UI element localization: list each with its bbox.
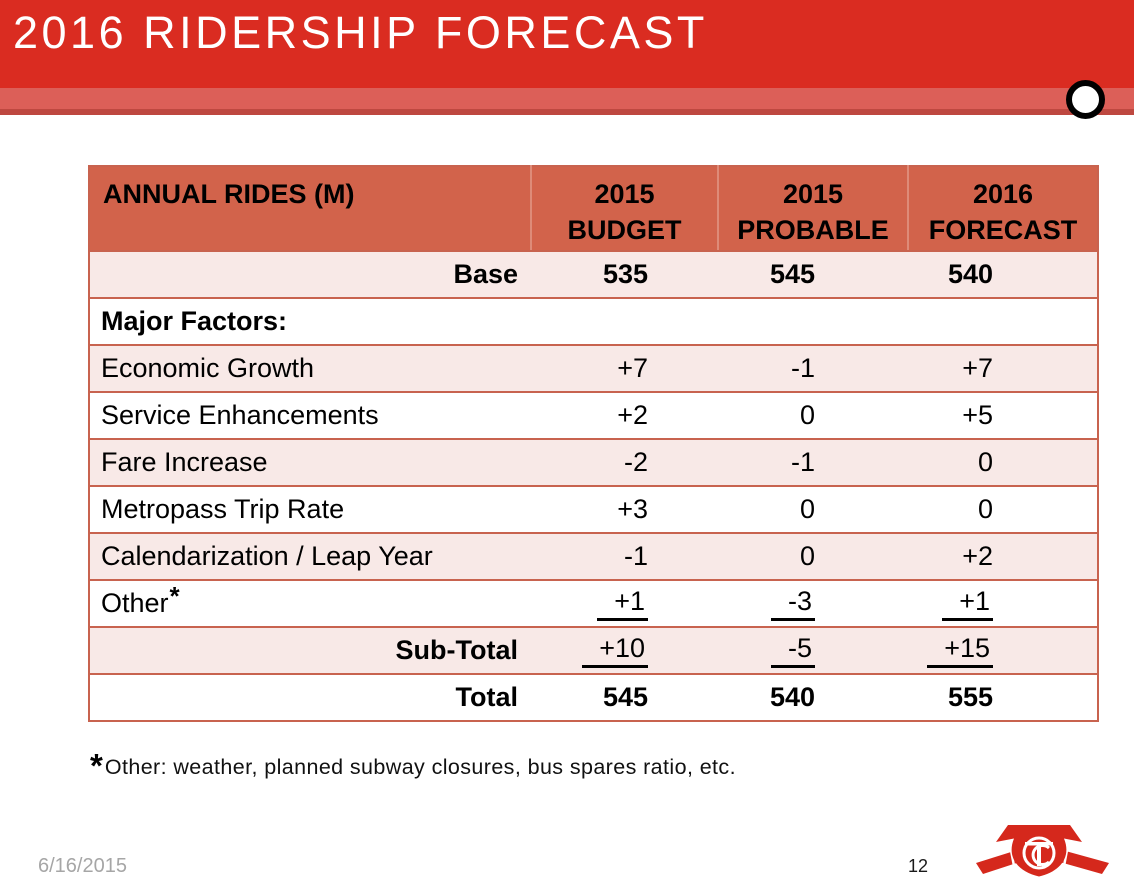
table-row-calendarization: Calendarization / Leap Year -1 0 +2 bbox=[89, 532, 1098, 580]
value-cell: 535 bbox=[531, 250, 718, 298]
header-line: 2016 bbox=[972, 179, 1034, 209]
value-cell: +1 bbox=[531, 579, 718, 627]
value-cell: 0 bbox=[908, 485, 1098, 533]
header-line: PROBABLE bbox=[737, 215, 889, 245]
banner-stripe-light bbox=[0, 88, 1134, 109]
footnote-text: Other: weather, planned subway closures,… bbox=[104, 755, 736, 779]
value-cell bbox=[718, 297, 908, 345]
header-line: FORECAST bbox=[928, 215, 1078, 245]
header-annual-rides: ANNUAL RIDES (M) bbox=[89, 166, 531, 252]
row-label: Total bbox=[89, 673, 531, 721]
footnote: * Other: weather, planned subway closure… bbox=[90, 746, 736, 782]
row-label: Economic Growth bbox=[89, 344, 531, 392]
value-cell: +3 bbox=[531, 485, 718, 533]
annual-rides-table: ANNUAL RIDES (M) 2015 BUDGET 2015 PROBAB… bbox=[88, 165, 1099, 722]
underlined-value: -3 bbox=[770, 586, 815, 621]
row-label: Service Enhancements bbox=[89, 391, 531, 439]
row-label: Other* bbox=[89, 579, 531, 627]
page-number: 12 bbox=[908, 856, 929, 876]
value-cell: +1 bbox=[908, 579, 1098, 627]
value-cell: 545 bbox=[531, 673, 718, 721]
value-cell: 0 bbox=[908, 438, 1098, 486]
header-line: BUDGET bbox=[567, 215, 682, 245]
slide-date: 6/16/2015 bbox=[38, 855, 127, 877]
underlined-value: +15 bbox=[927, 633, 993, 668]
header-2016-forecast: 2016 FORECAST bbox=[907, 166, 1098, 252]
header-2015-probable: 2015 PROBABLE bbox=[717, 166, 908, 252]
value-cell: -1 bbox=[718, 344, 908, 392]
ttc-logo-icon bbox=[976, 825, 1109, 877]
table-row-major-factors: Major Factors: bbox=[89, 297, 1098, 345]
value-cell: -5 bbox=[718, 626, 908, 674]
value-cell: +2 bbox=[908, 532, 1098, 580]
circle-bullet-icon bbox=[1066, 80, 1105, 119]
table-row-fare-increase: Fare Increase -2 -1 0 bbox=[89, 438, 1098, 486]
value-cell: 540 bbox=[908, 250, 1098, 298]
table-row-sub-total: Sub-Total +10 -5 +15 bbox=[89, 626, 1098, 674]
value-cell: -3 bbox=[718, 579, 908, 627]
row-label-text: Other bbox=[101, 588, 169, 618]
value-cell: +15 bbox=[908, 626, 1098, 674]
ridership-table: ANNUAL RIDES (M) 2015 BUDGET 2015 PROBAB… bbox=[88, 165, 1099, 722]
value-cell: -1 bbox=[531, 532, 718, 580]
table-body: Base 535 545 540 Major Factors: Economic… bbox=[89, 250, 1098, 721]
table-row-economic-growth: Economic Growth +7 -1 +7 bbox=[89, 344, 1098, 392]
header-2015-budget: 2015 BUDGET bbox=[530, 166, 718, 252]
table-row-base: Base 535 545 540 bbox=[89, 250, 1098, 298]
underlined-value: -5 bbox=[770, 633, 815, 668]
table-row-other: Other* +1 -3 +1 bbox=[89, 579, 1098, 627]
value-cell: +2 bbox=[531, 391, 718, 439]
row-label: Sub-Total bbox=[89, 626, 531, 674]
row-label: Major Factors: bbox=[89, 297, 531, 345]
footnote-asterisk: * bbox=[90, 747, 103, 784]
value-cell: -1 bbox=[718, 438, 908, 486]
table-row-total: Total 545 540 555 bbox=[89, 673, 1098, 721]
value-cell: 545 bbox=[718, 250, 908, 298]
value-cell: +10 bbox=[531, 626, 718, 674]
value-cell: 0 bbox=[718, 485, 908, 533]
asterisk-marker: * bbox=[169, 581, 180, 611]
value-cell: 555 bbox=[908, 673, 1098, 721]
value-cell: +7 bbox=[908, 344, 1098, 392]
page-title: 2016 RIDERSHIP FORECAST bbox=[13, 7, 708, 58]
row-label: Metropass Trip Rate bbox=[89, 485, 531, 533]
value-cell: +5 bbox=[908, 391, 1098, 439]
value-cell: 0 bbox=[718, 532, 908, 580]
value-cell: -2 bbox=[531, 438, 718, 486]
value-cell bbox=[531, 297, 718, 345]
table-row-metropass-trip-rate: Metropass Trip Rate +3 0 0 bbox=[89, 485, 1098, 533]
underlined-value: +1 bbox=[597, 586, 648, 621]
value-cell: +7 bbox=[531, 344, 718, 392]
header-line: 2015 bbox=[594, 179, 655, 209]
header-line: 2015 bbox=[782, 179, 844, 209]
table-header: ANNUAL RIDES (M) 2015 BUDGET 2015 PROBAB… bbox=[89, 166, 1098, 252]
value-cell bbox=[908, 297, 1098, 345]
row-label: Base bbox=[89, 250, 531, 298]
row-label: Fare Increase bbox=[89, 438, 531, 486]
banner-stripe-dark bbox=[0, 109, 1134, 115]
value-cell: 0 bbox=[718, 391, 908, 439]
underlined-value: +1 bbox=[942, 586, 993, 621]
table-row-service-enhancements: Service Enhancements +2 0 +5 bbox=[89, 391, 1098, 439]
value-cell: 540 bbox=[718, 673, 908, 721]
header-row: ANNUAL RIDES (M) 2015 BUDGET 2015 PROBAB… bbox=[89, 166, 1098, 252]
title-banner: 2016 RIDERSHIP FORECAST bbox=[0, 0, 1134, 88]
row-label: Calendarization / Leap Year bbox=[89, 532, 531, 580]
underlined-value: +10 bbox=[582, 633, 648, 668]
